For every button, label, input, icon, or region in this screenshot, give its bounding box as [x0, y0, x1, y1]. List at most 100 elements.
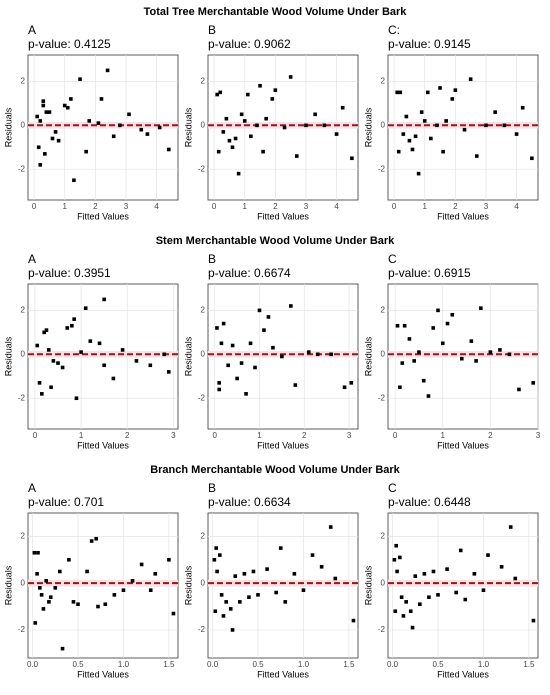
point — [402, 323, 407, 328]
x-axis-label: Fitted Values — [257, 211, 309, 221]
point — [266, 315, 271, 319]
point — [416, 171, 421, 176]
p-value: p-value: 0.6634 — [208, 495, 291, 509]
point — [96, 121, 101, 125]
point — [493, 110, 497, 114]
point — [38, 586, 42, 590]
point — [458, 548, 463, 553]
point — [70, 323, 74, 328]
point — [103, 602, 108, 607]
p-value: p-value: 0.4125 — [28, 37, 111, 51]
point — [97, 341, 102, 346]
y-tick-label: 0 — [201, 349, 206, 358]
point — [32, 550, 37, 555]
x-tick-label: 2 — [302, 431, 307, 440]
point — [417, 350, 421, 354]
point — [293, 383, 298, 387]
y-tick-label: 2 — [381, 531, 386, 540]
point — [530, 156, 534, 161]
y-tick-label: 0 — [201, 578, 206, 587]
point — [271, 345, 275, 350]
point — [408, 609, 413, 614]
y-axis-label: Residuals — [3, 565, 13, 605]
point — [83, 306, 88, 310]
x-tick-label: 0.0 — [27, 660, 39, 669]
point — [221, 321, 226, 326]
point — [41, 607, 46, 611]
point — [74, 396, 79, 401]
row-title: Stem Merchantable Wood Volume Under Bark — [156, 235, 395, 247]
point — [145, 132, 150, 136]
point — [278, 546, 283, 550]
point — [51, 359, 56, 363]
point — [233, 574, 238, 578]
point — [216, 149, 221, 154]
y-tick-label: 2 — [201, 305, 206, 314]
point — [48, 595, 53, 599]
y-tick-label: 0 — [21, 120, 26, 129]
point — [469, 339, 474, 343]
point — [171, 611, 176, 616]
x-tick-label: 2 — [273, 202, 278, 211]
point — [486, 553, 490, 557]
x-tick-label: 3 — [536, 431, 541, 440]
point — [72, 178, 76, 183]
point — [244, 392, 248, 396]
panel-label: C — [388, 252, 397, 266]
x-tick-label: 1 — [79, 431, 84, 440]
row-title: Total Tree Merchantable Wood Volume Unde… — [144, 6, 408, 18]
point — [49, 385, 53, 390]
point — [422, 572, 427, 576]
point — [58, 569, 62, 574]
point — [44, 328, 49, 332]
point — [56, 138, 61, 143]
point — [441, 149, 445, 154]
point — [84, 149, 88, 154]
x-tick-label: 1.0 — [118, 660, 130, 669]
point — [162, 352, 166, 357]
x-axis-label: Fitted Values — [77, 440, 129, 450]
point — [71, 600, 76, 604]
point — [531, 618, 536, 623]
point — [217, 387, 221, 392]
point — [218, 90, 223, 95]
x-tick-label: 2 — [453, 202, 458, 211]
point — [398, 385, 402, 390]
x-tick-label: 1.5 — [163, 660, 175, 669]
point — [35, 114, 39, 119]
x-tick-label: 1.0 — [298, 660, 310, 669]
point — [395, 323, 400, 328]
point — [484, 123, 488, 128]
point — [134, 359, 139, 363]
y-tick-label: -2 — [198, 393, 206, 402]
y-tick-label: 2 — [381, 76, 386, 85]
point — [413, 574, 418, 578]
point — [227, 138, 232, 143]
point — [396, 149, 401, 154]
y-tick-label: 2 — [381, 305, 386, 314]
point — [248, 341, 253, 346]
y-tick-label: -2 — [378, 164, 386, 173]
x-tick-label: 0 — [212, 202, 217, 211]
point — [450, 97, 455, 101]
point — [121, 588, 126, 592]
x-tick-label: 1.0 — [478, 660, 490, 669]
point — [474, 154, 479, 158]
point — [102, 297, 106, 302]
point — [236, 171, 241, 176]
point — [166, 370, 171, 374]
point — [440, 341, 445, 346]
x-tick-label: 0 — [212, 431, 217, 440]
point — [257, 308, 262, 313]
point — [431, 326, 436, 330]
point — [313, 112, 317, 117]
point — [224, 116, 229, 121]
x-tick-label: 1 — [257, 431, 262, 440]
y-tick-label: 0 — [21, 578, 26, 587]
point — [453, 88, 458, 92]
y-tick-label: -2 — [378, 393, 386, 402]
y-axis-label: Residuals — [363, 336, 373, 376]
x-tick-label: 0.5 — [432, 660, 444, 669]
point — [280, 354, 284, 359]
x-tick-label: 2 — [488, 431, 493, 440]
